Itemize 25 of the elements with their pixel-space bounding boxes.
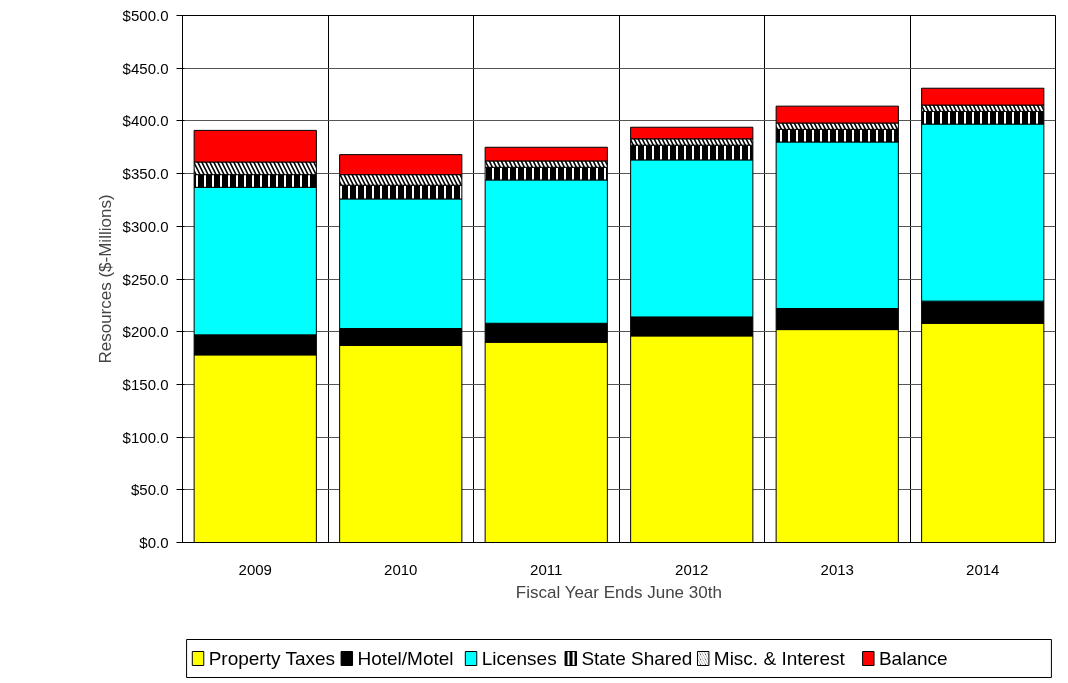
legend-label: Balance [878,648,948,669]
legend-label: Hotel/Motel [357,648,454,669]
y-tick-label: $350.0 [122,165,169,183]
y-tick-label: $50.0 [130,481,169,499]
legend-label: Licenses [481,648,557,669]
x-axis-title: Fiscal Year Ends June 30th [515,582,722,602]
y-tick-label: $300.0 [122,217,169,235]
y-tick-label: $400.0 [122,112,169,130]
y-tick-label: $200.0 [122,323,169,341]
x-tick-label: 2012 [675,560,709,578]
y-tick-label: $0.0 [139,534,169,551]
x-tick-label: 2011 [530,560,563,578]
x-tick-label: 2014 [966,560,1000,578]
y-tick-label: $150.0 [122,375,169,393]
y-tick-label: $250.0 [122,270,169,288]
y-tick-label: $500.0 [122,7,169,24]
x-tick-label: 2010 [384,560,418,578]
legend-label: Property Taxes [208,648,336,669]
y-axis-title: Resources ($-Millions) [95,194,115,364]
y-tick-label: $100.0 [122,428,169,446]
legend-label: Misc. & Interest [713,648,846,669]
x-tick-label: 2013 [820,560,854,578]
legend-label: State Shared [581,648,693,669]
x-tick-label: 2009 [238,560,272,578]
y-tick-label: $450.0 [122,59,169,77]
